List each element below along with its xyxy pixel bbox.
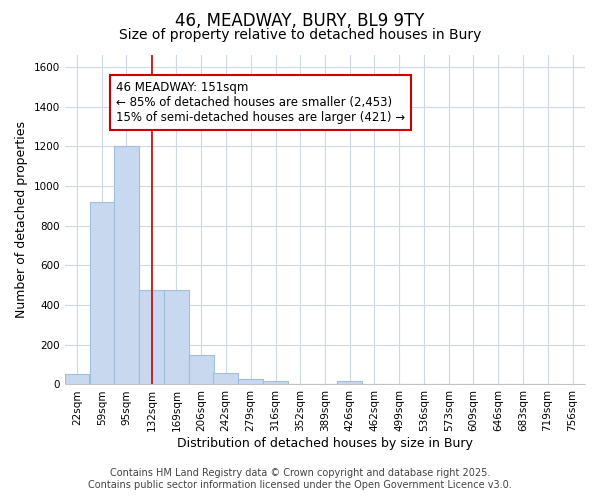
Y-axis label: Number of detached properties: Number of detached properties [15, 121, 28, 318]
Bar [263, 382, 288, 384]
Bar [337, 382, 362, 384]
Text: Size of property relative to detached houses in Bury: Size of property relative to detached ho… [119, 28, 481, 42]
Bar [238, 378, 263, 384]
Text: Contains HM Land Registry data © Crown copyright and database right 2025.
Contai: Contains HM Land Registry data © Crown c… [88, 468, 512, 490]
Text: 46, MEADWAY, BURY, BL9 9TY: 46, MEADWAY, BURY, BL9 9TY [175, 12, 425, 30]
Bar [139, 290, 164, 384]
Bar [114, 146, 139, 384]
Bar [65, 374, 89, 384]
Bar [164, 290, 188, 384]
X-axis label: Distribution of detached houses by size in Bury: Distribution of detached houses by size … [177, 437, 473, 450]
Bar [89, 202, 115, 384]
Bar [189, 354, 214, 384]
Bar [213, 372, 238, 384]
Text: 46 MEADWAY: 151sqm
← 85% of detached houses are smaller (2,453)
15% of semi-deta: 46 MEADWAY: 151sqm ← 85% of detached hou… [116, 81, 405, 124]
